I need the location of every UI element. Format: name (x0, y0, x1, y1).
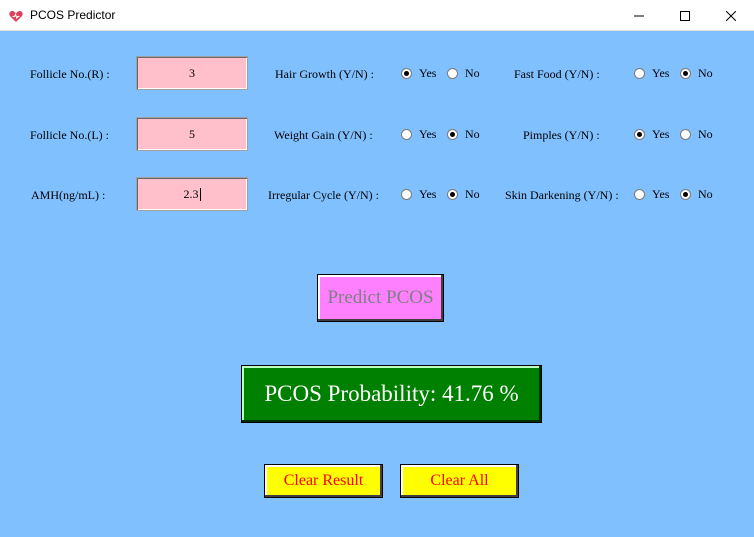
radio-dot (680, 68, 691, 79)
pimples-label: Pimples (Y/N) : (523, 128, 600, 142)
radio-dot (447, 129, 458, 140)
hair-growth-no-radio[interactable]: No (447, 66, 480, 81)
fast-food-yes-radio[interactable]: Yes (634, 66, 669, 81)
close-button[interactable] (708, 0, 754, 31)
fast-food-no-radio[interactable]: No (680, 66, 713, 81)
clear-result-button[interactable]: Clear Result (264, 464, 383, 498)
radio-dot (634, 189, 645, 200)
maximize-icon (680, 10, 690, 21)
radio-label: Yes (652, 187, 670, 201)
predict-button[interactable]: Predict PCOS (317, 274, 444, 322)
radio-dot (401, 68, 412, 79)
radio-dot (680, 129, 691, 140)
weight-gain-no-radio[interactable]: No (447, 127, 480, 142)
weight-gain-yes-radio[interactable]: Yes (401, 127, 436, 142)
main-panel: Follicle No.(R) : 3 Follicle No.(L) : 5 … (0, 31, 754, 537)
radio-label: Yes (419, 66, 437, 80)
follicle-r-label: Follicle No.(R) : (30, 67, 110, 81)
follicle-l-input[interactable]: 5 (136, 117, 248, 151)
pimples-no-radio[interactable]: No (680, 127, 713, 142)
skin-darkening-no-radio[interactable]: No (680, 187, 713, 202)
maximize-button[interactable] (662, 0, 708, 31)
title-bar: PCOS Predictor (0, 0, 754, 31)
close-icon (726, 10, 736, 21)
radio-label: Yes (652, 127, 670, 141)
window-title: PCOS Predictor (30, 8, 116, 22)
radio-label: No (698, 187, 713, 201)
radio-dot (401, 189, 412, 200)
follicle-l-label: Follicle No.(L) : (30, 128, 109, 142)
radio-dot (401, 129, 412, 140)
pimples-yes-radio[interactable]: Yes (634, 127, 669, 142)
radio-label: No (465, 187, 480, 201)
radio-label: Yes (419, 127, 437, 141)
clear-all-button[interactable]: Clear All (400, 464, 519, 498)
skin-darkening-yes-radio[interactable]: Yes (634, 187, 669, 202)
radio-dot (634, 129, 645, 140)
radio-dot (447, 68, 458, 79)
irregular-cycle-no-radio[interactable]: No (447, 187, 480, 202)
irregular-cycle-label: Irregular Cycle (Y/N) : (268, 188, 379, 202)
minimize-button[interactable] (616, 0, 662, 31)
radio-dot (680, 189, 691, 200)
follicle-r-input[interactable]: 3 (136, 56, 248, 90)
skin-darkening-label: Skin Darkening (Y/N) : (505, 188, 619, 202)
radio-label: No (465, 66, 480, 80)
amh-label: AMH(ng/mL) : (31, 188, 106, 202)
radio-dot (634, 68, 645, 79)
radio-label: No (698, 66, 713, 80)
text-cursor (199, 187, 201, 201)
heart-icon (9, 11, 23, 22)
radio-label: No (465, 127, 480, 141)
minimize-icon (634, 15, 644, 16)
fast-food-label: Fast Food (Y/N) : (514, 67, 600, 81)
radio-label: Yes (652, 66, 670, 80)
radio-label: Yes (419, 187, 437, 201)
hair-growth-yes-radio[interactable]: Yes (401, 66, 436, 81)
irregular-cycle-yes-radio[interactable]: Yes (401, 187, 436, 202)
result-display: PCOS Probability: 41.76 % (241, 365, 542, 423)
radio-label: No (698, 127, 713, 141)
amh-input[interactable]: 2.3 (136, 177, 248, 211)
hair-growth-label: Hair Growth (Y/N) : (275, 67, 374, 81)
radio-dot (447, 189, 458, 200)
weight-gain-label: Weight Gain (Y/N) : (274, 128, 373, 142)
